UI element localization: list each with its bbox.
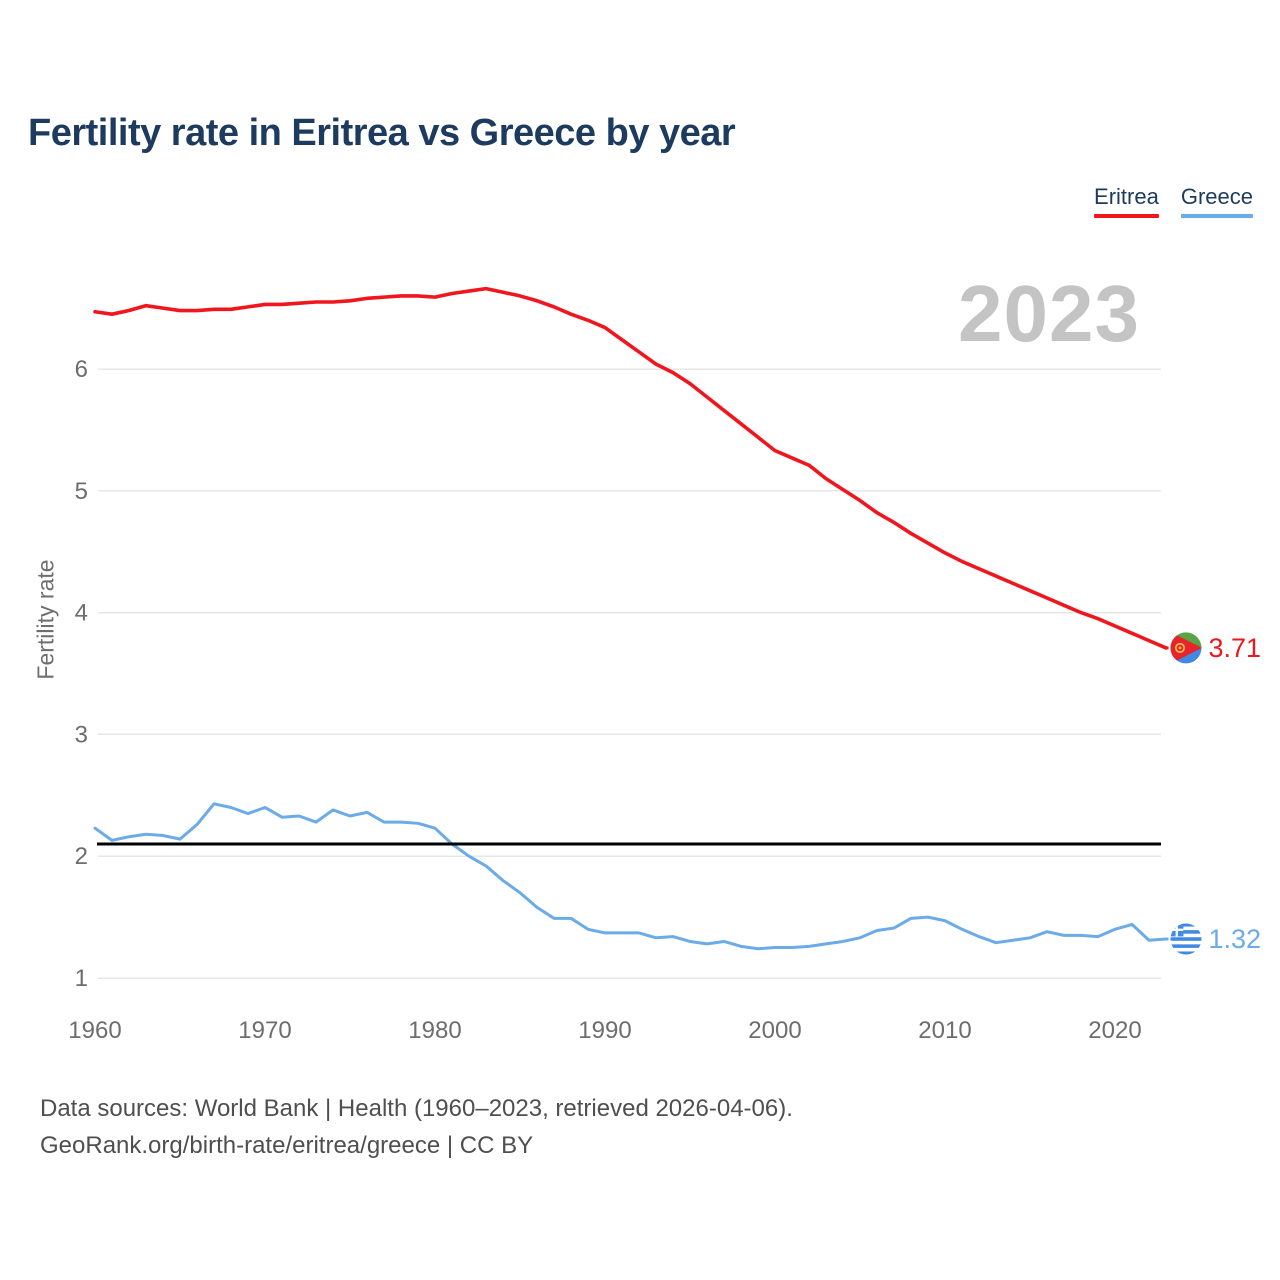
x-tick-label-2010: 2010	[918, 1017, 971, 1044]
legend: Eritrea Greece	[1094, 184, 1253, 218]
legend-color-bar-eritrea	[1094, 214, 1159, 218]
y-tick-label-2: 2	[75, 843, 88, 870]
x-tick-label-2000: 2000	[748, 1017, 801, 1044]
footer-attribution: GeoRank.org/birth-rate/eritrea/greece | …	[40, 1132, 534, 1159]
legend-item-eritrea[interactable]: Eritrea	[1094, 184, 1159, 218]
eritrea-end-value-label: 3.71	[1209, 633, 1262, 663]
legend-color-bar-greece	[1180, 214, 1253, 218]
y-tick-label-6: 6	[75, 356, 88, 383]
y-tick-label-1: 1	[75, 965, 88, 992]
x-tick-label-1970: 1970	[238, 1017, 291, 1044]
legend-item-greece[interactable]: Greece	[1180, 184, 1253, 218]
y-tick-label-3: 3	[75, 721, 88, 748]
y-axis-label: Fertility rate	[32, 559, 59, 680]
greece-line	[93, 802, 1168, 951]
eritrea-line	[93, 286, 1168, 650]
x-tick-label-1990: 1990	[578, 1017, 631, 1044]
y-tick-label-5: 5	[75, 478, 88, 505]
footer: Data sources: World Bank | Health (1960–…	[40, 1090, 793, 1164]
greece-end-value-label: 1.32	[1209, 924, 1262, 954]
x-tick-label-1960: 1960	[68, 1017, 121, 1044]
y-tick-label-4: 4	[75, 600, 88, 627]
footer-data-sources: Data sources: World Bank | Health (1960–…	[40, 1095, 793, 1122]
legend-label-greece: Greece	[1180, 184, 1253, 209]
x-tick-label-2020: 2020	[1088, 1017, 1141, 1044]
legend-label-eritrea: Eritrea	[1094, 184, 1159, 209]
x-tick-label-1980: 1980	[408, 1017, 461, 1044]
page-title: Fertility rate in Eritrea vs Greece by y…	[28, 112, 736, 154]
eritrea-flag-icon	[1170, 632, 1202, 664]
greece-flag-icon	[1170, 923, 1202, 955]
year-watermark: 2023	[958, 269, 1140, 358]
